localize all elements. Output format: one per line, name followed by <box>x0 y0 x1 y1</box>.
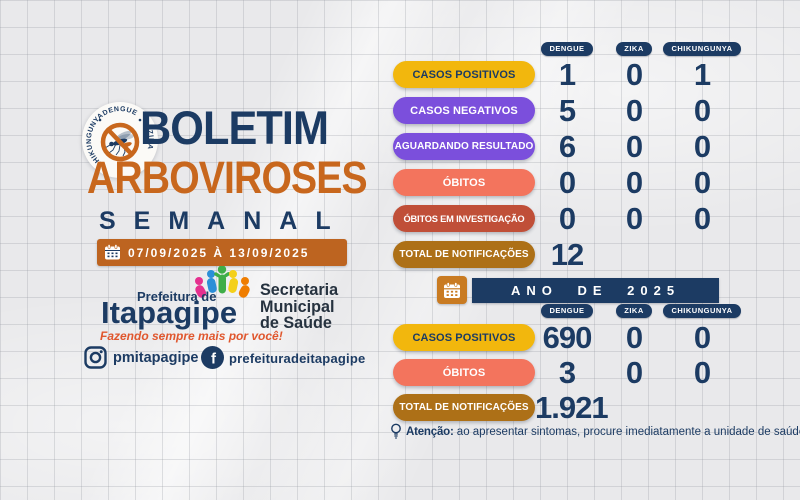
cell-value: 0 <box>625 355 643 390</box>
row-label-obitos: ÓBITOS <box>393 359 535 386</box>
cell-value: 3 <box>558 355 576 390</box>
cell-value: 0 <box>625 93 643 128</box>
row-label-casos-negativos: CASOS NEGATIVOS <box>393 97 535 124</box>
table-row: TOTAL DE NOTIFICAÇÕES 1.921 <box>393 390 735 425</box>
cell-value: 0 <box>693 320 711 355</box>
facebook-icon[interactable]: f <box>201 346 224 374</box>
cell-value: 690 <box>542 320 593 355</box>
annual-table: DENGUE ZIKA CHIKUNGUNYA CASOS POSITIVOS … <box>393 304 741 429</box>
column-header-chikungunya: CHIKUNGUNYA <box>663 42 741 56</box>
cell-value: 0 <box>625 57 643 92</box>
instagram-icon[interactable] <box>84 346 107 374</box>
title-arboviroses: ARBOVIROSES <box>87 152 368 203</box>
cell-value: 0 <box>625 129 643 164</box>
column-header-dengue: DENGUE <box>541 42 593 56</box>
svg-text:ZIKA: ZIKA <box>146 129 154 150</box>
cell-value: 0 <box>558 201 576 236</box>
table-row: ÓBITOS 3 0 0 <box>393 355 735 390</box>
weekly-table: DENGUE ZIKA CHIKUNGUNYA CASOS POSITIVOS … <box>393 42 741 277</box>
instagram-handle[interactable]: pmitapagipe <box>113 350 199 366</box>
row-label-obitos-em-investigacao: ÓBITOS EM INVESTIGAÇÃO <box>393 205 535 232</box>
calendar-year-icon <box>437 276 467 304</box>
annual-banner: ANO DE 2025 <box>437 276 719 304</box>
people-icon <box>191 265 253 307</box>
annual-table-header: DENGUE ZIKA CHIKUNGUNYA <box>393 304 741 318</box>
cell-value: 0 <box>558 165 576 200</box>
cell-value: 0 <box>693 129 711 164</box>
cell-value: 1.921 <box>535 390 609 425</box>
svg-text:DENGUE: DENGUE <box>102 106 139 118</box>
prefeitura-de-label: Prefeitura de <box>137 289 217 304</box>
table-row: ÓBITOS EM INVESTIGAÇÃO 0 0 0 <box>393 201 735 236</box>
cell-value: 0 <box>625 320 643 355</box>
cell-value: 0 <box>693 93 711 128</box>
attention-note-text: Atenção: ao apresentar sintomas, procure… <box>406 426 800 438</box>
cell-value: 1 <box>693 57 711 92</box>
date-badge: 07/09/2025 À 13/09/2025 <box>97 239 347 266</box>
mosquito-badge: DENGUE CHIKUNGUNYA ZIKA <box>82 102 158 178</box>
table-row: TOTAL DE NOTIFICAÇÕES 12 <box>393 237 735 272</box>
cell-value: 5 <box>558 93 576 128</box>
calendar-icon <box>105 244 120 260</box>
no-mosquito-icon: DENGUE CHIKUNGUNYA ZIKA <box>86 106 154 168</box>
date-range: 07/09/2025 À 13/09/2025 <box>128 245 310 260</box>
attention-note: Atenção: ao apresentar sintomas, procure… <box>390 423 800 440</box>
secretaria-logo: Secretaria Municipal de Saúde <box>260 280 339 332</box>
row-label-casos-positivos: CASOS POSITIVOS <box>393 61 535 88</box>
column-header-zika: ZIKA <box>616 42 652 56</box>
weekly-table-header: DENGUE ZIKA CHIKUNGUNYA <box>393 42 741 56</box>
table-row: CASOS POSITIVOS 690 0 0 <box>393 320 735 355</box>
row-label-total-notificacoes: TOTAL DE NOTIFICAÇÕES <box>393 394 535 421</box>
row-label-casos-positivos: CASOS POSITIVOS <box>393 324 535 351</box>
table-row: AGUARDANDO RESULTADO 6 0 0 <box>393 129 735 164</box>
row-label-aguardando-resultado: AGUARDANDO RESULTADO <box>393 133 535 160</box>
column-header-zika: ZIKA <box>616 304 652 318</box>
cell-value: 0 <box>625 201 643 236</box>
lightbulb-icon <box>391 423 401 439</box>
svg-text:f: f <box>211 351 217 368</box>
prefeitura-tagline: Fazendo sempre mais por você! <box>100 329 283 343</box>
secretaria-line2: Municipal <box>260 296 335 316</box>
title-semanal: SEMANAL <box>99 207 349 235</box>
title-boletim: BOLETIM <box>140 101 329 154</box>
attention-note-bold: Atenção: <box>406 425 454 438</box>
prefeitura-name: Itapagipe <box>101 295 238 330</box>
column-header-chikungunya: CHIKUNGUNYA <box>663 304 741 318</box>
cell-value: 0 <box>693 201 711 236</box>
annual-banner-label: ANO DE 2025 <box>472 278 719 303</box>
attention-note-body: ao apresentar sintomas, procure imediata… <box>453 425 800 438</box>
column-header-dengue: DENGUE <box>541 304 593 318</box>
cell-value: 0 <box>693 355 711 390</box>
table-row: CASOS POSITIVOS 1 0 1 <box>393 57 735 92</box>
row-label-total-notificacoes: TOTAL DE NOTIFICAÇÕES <box>393 241 535 268</box>
cell-value: 0 <box>693 165 711 200</box>
row-label-obitos: ÓBITOS <box>393 169 535 196</box>
secretaria-line1: Secretaria <box>260 280 339 299</box>
table-row: ÓBITOS 0 0 0 <box>393 165 735 200</box>
secretaria-line3: de Saúde <box>260 313 332 332</box>
cell-value: 12 <box>550 237 584 272</box>
cell-value: 0 <box>625 165 643 200</box>
cell-value: 6 <box>558 129 576 164</box>
facebook-handle[interactable]: prefeituradeitapagipe <box>229 351 366 366</box>
table-row: CASOS NEGATIVOS 5 0 0 <box>393 93 735 128</box>
cell-value: 1 <box>558 57 576 92</box>
